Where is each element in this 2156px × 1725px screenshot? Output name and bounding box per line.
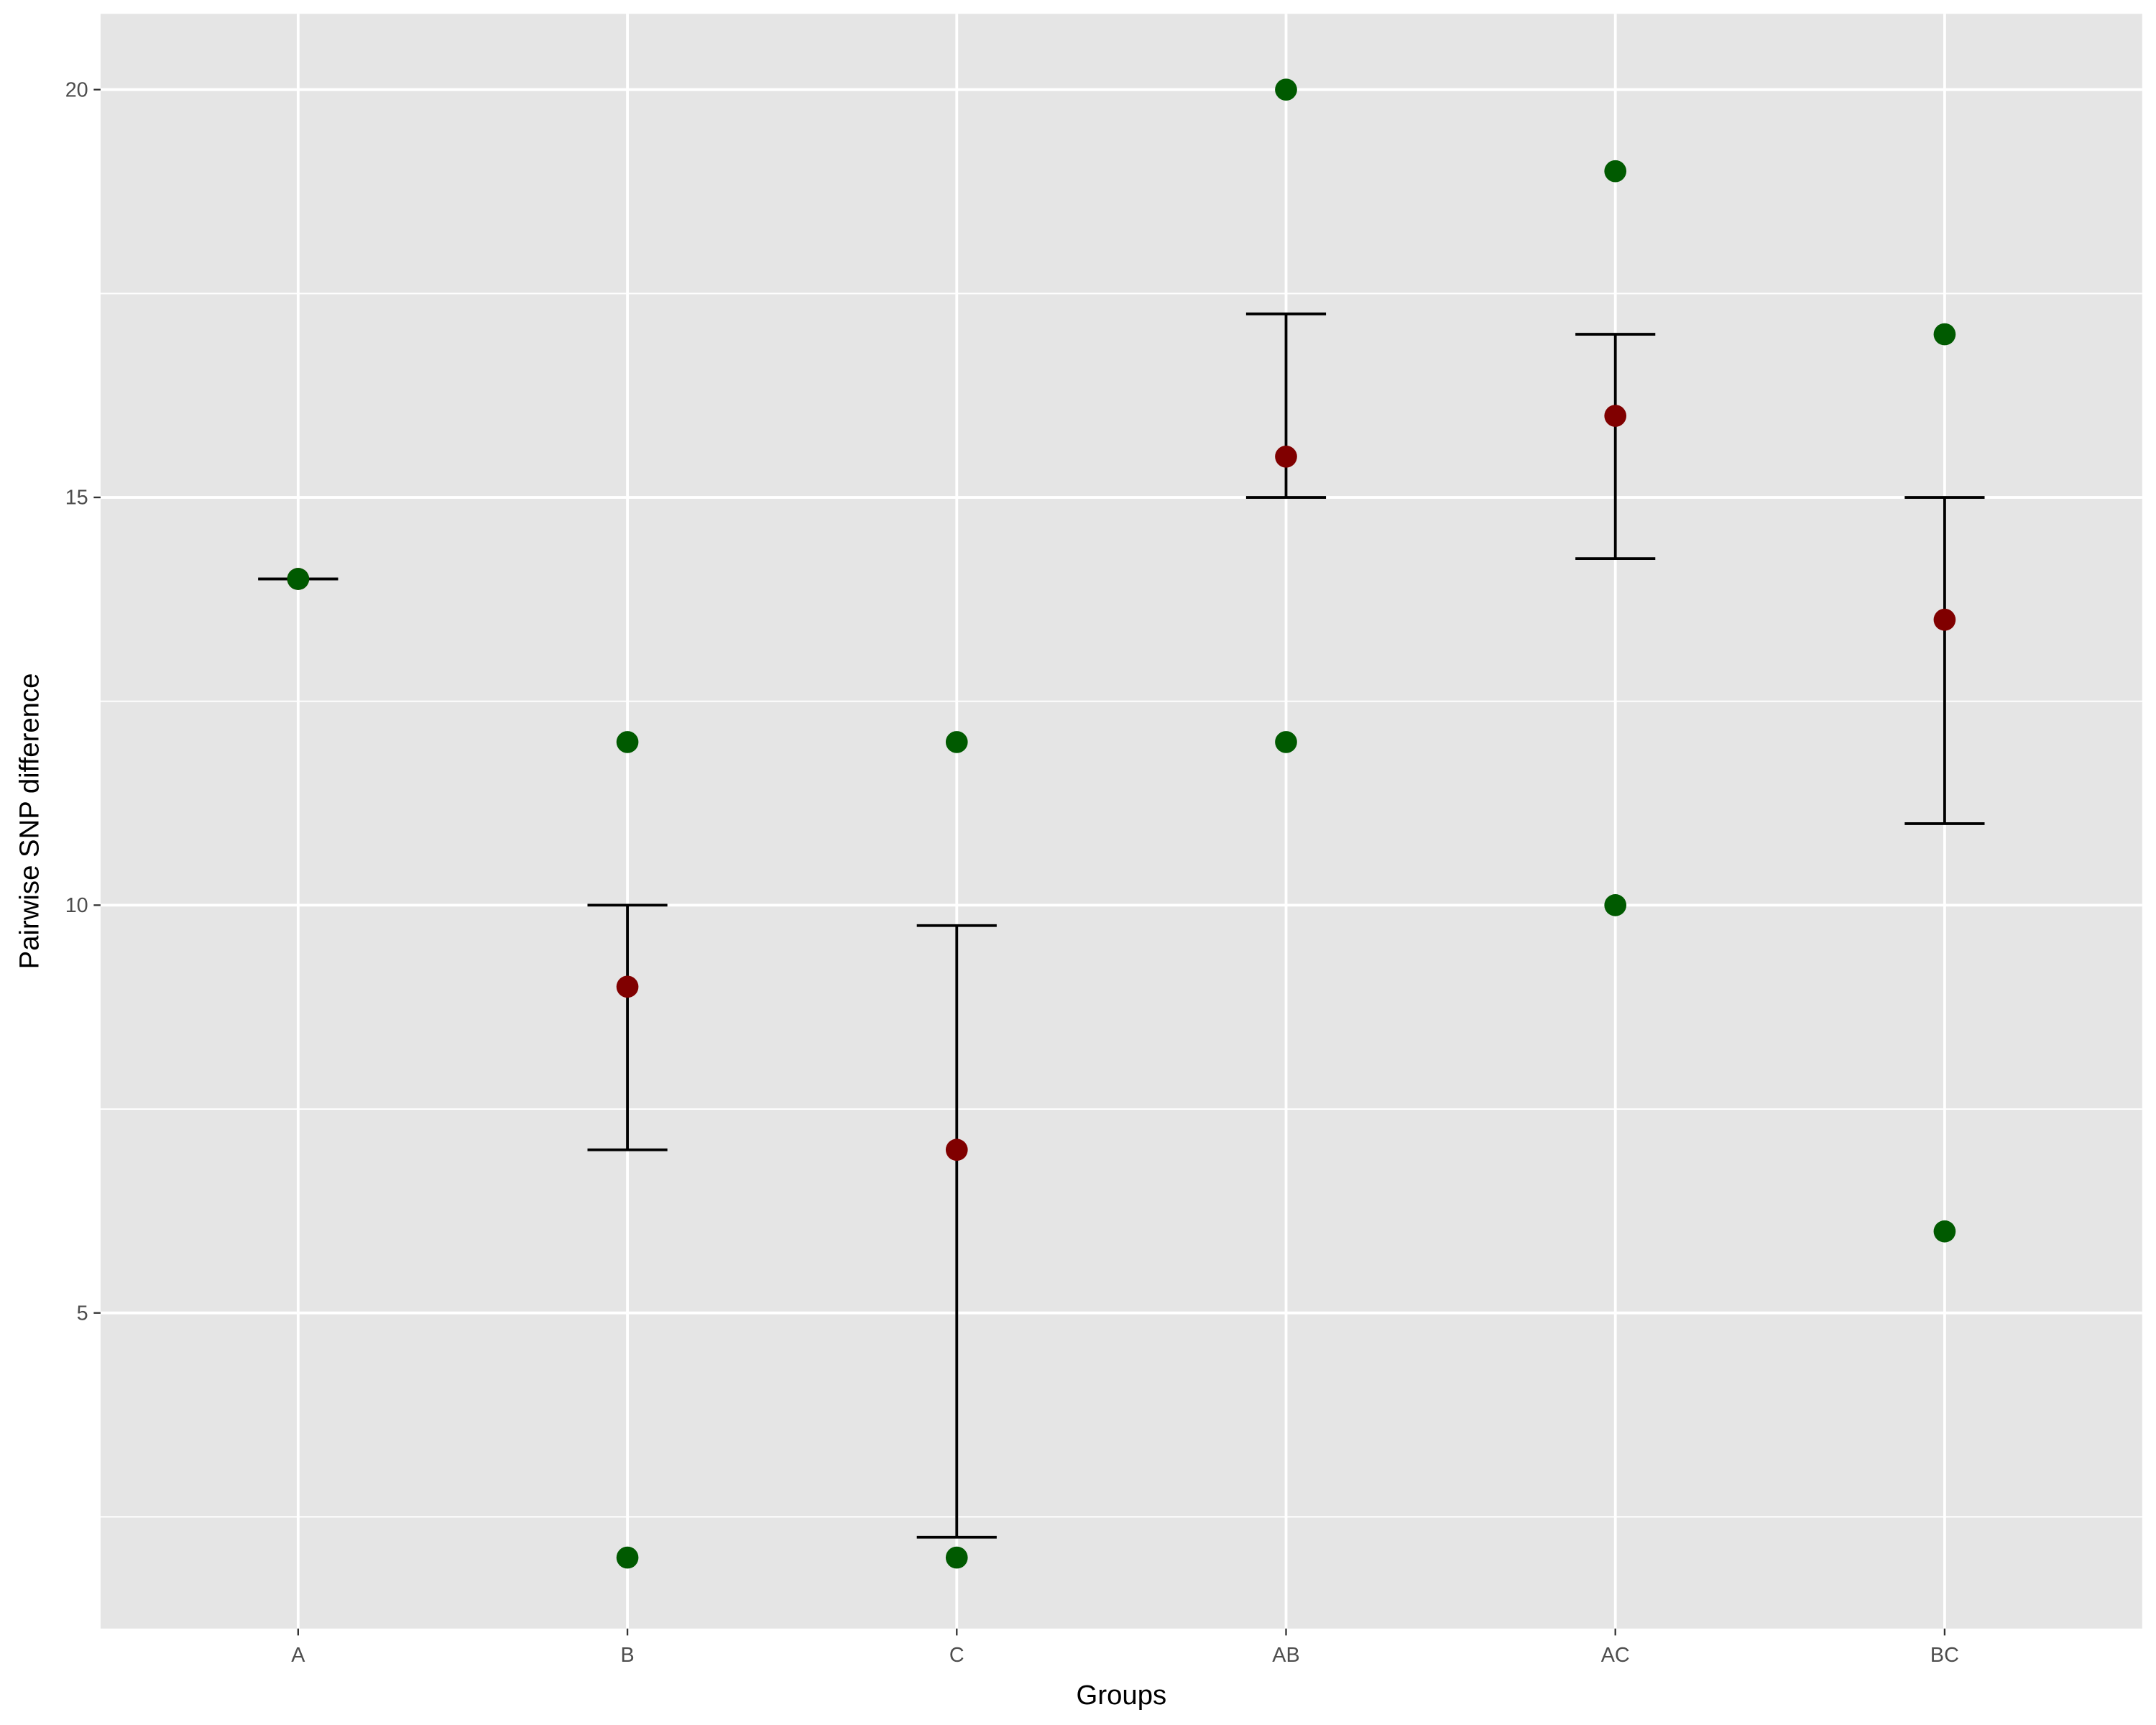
x-axis: A B C AB AC BC: [291, 1628, 1959, 1667]
data-point-C: [945, 731, 968, 753]
x-axis-title: Groups: [1077, 1680, 1167, 1711]
x-tick-label: A: [291, 1644, 305, 1667]
plot-panel: [100, 14, 2142, 1629]
y-axis-title: Pairwise SNP difference: [14, 673, 45, 970]
x-tick-label: C: [949, 1644, 964, 1667]
x-tick-label: AC: [1601, 1644, 1630, 1667]
data-point-AC: [1604, 160, 1627, 183]
mean-point-C: [945, 1138, 968, 1162]
y-tick-label: 10: [65, 894, 88, 917]
mean-point-AC: [1604, 405, 1627, 427]
mean-point-BC: [1933, 608, 1956, 631]
marks: [258, 78, 1985, 1569]
data-point-AC: [1604, 894, 1627, 916]
y-tick-label: 5: [77, 1302, 88, 1325]
mean-point-AB: [1275, 445, 1297, 468]
x-tick-label: AB: [1272, 1644, 1299, 1667]
x-tick-label: B: [620, 1644, 634, 1667]
data-point-BC: [1933, 1220, 1956, 1243]
x-tick-label: BC: [1930, 1644, 1959, 1667]
data-point-BC: [1933, 323, 1956, 346]
data-point-A: [287, 568, 310, 590]
data-point-C: [945, 1546, 968, 1569]
data-point-B: [616, 731, 639, 753]
y-axis: 5 10 15 20: [65, 78, 101, 1325]
data-point-AB: [1275, 78, 1297, 101]
mean-point-B: [616, 975, 639, 998]
data-point-B: [616, 1546, 639, 1569]
y-tick-label: 15: [65, 487, 88, 510]
y-tick-label: 20: [65, 78, 88, 101]
data-point-AB: [1275, 731, 1297, 753]
